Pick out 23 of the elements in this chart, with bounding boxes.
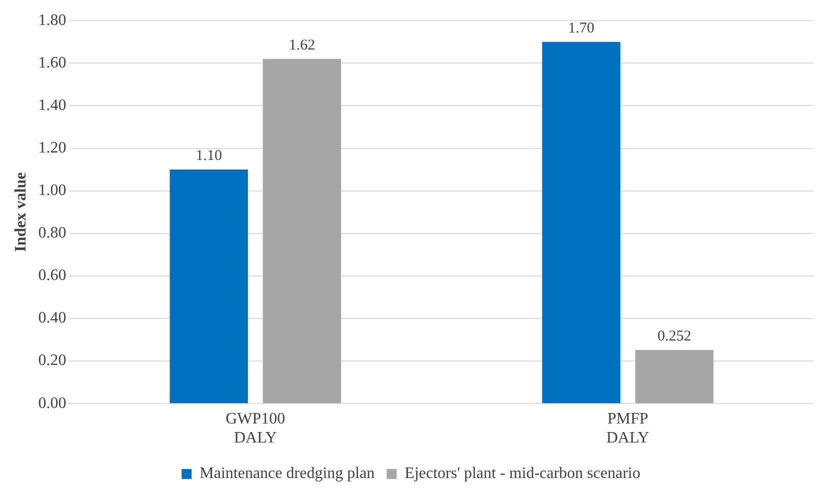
data-label: 1.10 [196,148,222,164]
y-axis-title: Index value [12,172,30,252]
y-tick-label: 0.20 [38,352,66,370]
y-tick-label: 0.40 [38,310,66,327]
bar [170,170,248,404]
y-tick-label: 1.60 [38,54,66,72]
legend-label: Maintenance dredging plan [200,465,375,482]
y-tick-label: 1.40 [38,96,66,114]
legend-label: Ejectors' plant - mid-carbon scenario [404,465,640,482]
data-label: 1.62 [288,37,316,54]
y-tick-label: 1.00 [38,182,66,200]
y-tick-label: 1.20 [38,139,66,156]
x-tick-label: GWP100 DALY [226,410,286,447]
data-label: 1.70 [568,20,594,36]
y-tick-label: 1.80 [38,12,66,29]
x-tick-label: PMFP DALY [606,410,650,447]
data-label: 0.252 [657,328,692,344]
y-tick-label: 0.00 [38,394,66,412]
y-tick-label: 0.80 [38,224,66,242]
y-tick-label: 0.60 [38,267,66,284]
bar [635,350,714,404]
bar [542,42,620,404]
bar [262,58,342,404]
